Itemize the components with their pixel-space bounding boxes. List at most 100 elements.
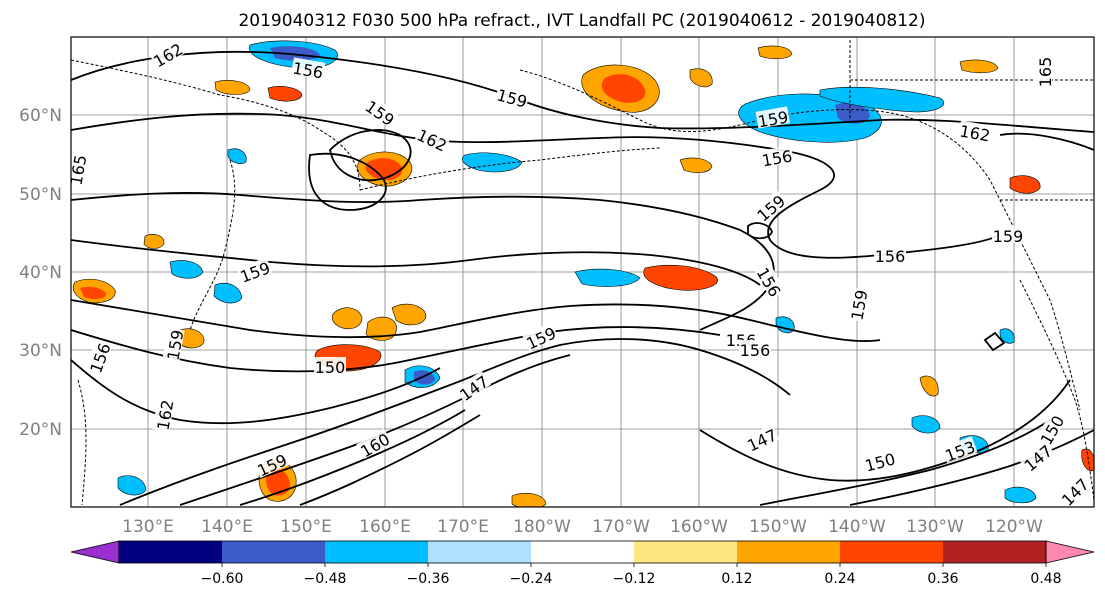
cool-anomaly xyxy=(1004,486,1037,504)
contour-label-backing xyxy=(494,84,531,109)
contour-label-backing xyxy=(874,246,906,263)
colorbar-box xyxy=(428,541,532,563)
contour-label-text: 156 xyxy=(740,341,771,360)
colorbar-tick-label: −0.48 xyxy=(304,571,347,587)
longitude-tick-label: 170°E xyxy=(437,517,489,537)
colorbar-tick-label: 0.12 xyxy=(721,571,752,587)
contour-label-backing xyxy=(1035,56,1052,88)
contour-label-backing xyxy=(314,357,346,374)
contour-label-backing xyxy=(755,106,790,129)
colorbar-boxes xyxy=(70,540,1095,564)
warm-anomaly xyxy=(331,307,363,330)
contour-label-backing xyxy=(754,263,786,300)
contour-label-backing xyxy=(861,448,898,473)
contour-label-backing xyxy=(752,190,788,224)
contour-label-backing xyxy=(739,340,771,357)
warm-anomaly xyxy=(80,286,106,299)
contour-label-text: 159 xyxy=(993,227,1024,246)
warm-anomaly xyxy=(1009,175,1041,194)
colorbar-tick-label: −0.60 xyxy=(201,571,244,587)
contour-label-backing xyxy=(162,327,185,362)
latitude-tick-label: 20°N xyxy=(19,420,62,440)
cool-anomaly xyxy=(574,268,641,287)
contour-label-backing xyxy=(152,397,175,432)
warm-anomaly xyxy=(757,45,793,60)
contour-label-backing xyxy=(85,339,113,376)
warm-anomaly xyxy=(267,86,303,102)
contour-label-backing xyxy=(958,120,993,143)
contour-label-backing xyxy=(1056,473,1092,509)
latitude-axis: 60°N 50°N 40°N 30°N 20°N xyxy=(19,106,62,440)
longitude-axis: 130°E 140°E 150°E 160°E 170°E 180°W 170°W 160°W… xyxy=(122,517,1043,537)
longitude-tick-label: 160°W xyxy=(670,517,728,537)
warm-anomaly xyxy=(1081,448,1094,472)
contour-label: 162 xyxy=(958,120,993,146)
contour-label-backing xyxy=(291,57,326,80)
warm-anomaly xyxy=(365,316,397,341)
warm-anomaly xyxy=(959,59,999,74)
colorbar-tick-label: −0.36 xyxy=(407,571,450,587)
contour-label: 165 xyxy=(1035,56,1055,88)
warm-anomaly xyxy=(177,328,205,349)
contour-label-backing xyxy=(455,370,492,403)
colorbar: −0.60 −0.48 −0.36 −0.24 −0.12 0.12 0.24 0.36 0.4… xyxy=(70,540,1095,587)
longitude-tick-label: 180°W xyxy=(513,517,571,537)
contour-label-backing xyxy=(743,424,780,454)
warm-anomaly xyxy=(143,234,165,249)
colorbar-ticks: −0.60 −0.48 −0.36 −0.24 −0.12 0.12 0.24 0.36 0.4… xyxy=(201,563,1062,587)
contour-label-text: 156 xyxy=(875,247,906,266)
map-frame xyxy=(70,36,1095,508)
contour-label: 159 xyxy=(755,106,790,132)
warm-anomaly xyxy=(214,80,251,95)
contour-label-text: 165 xyxy=(1036,57,1055,88)
contour-label-backing xyxy=(253,449,290,479)
colorbar-box xyxy=(222,541,326,563)
contour-label-backing xyxy=(356,428,393,460)
cool-anomaly xyxy=(270,46,320,61)
contour-label-backing xyxy=(759,145,794,168)
colorbar-box xyxy=(943,541,1047,563)
longitude-tick-label: 130°E xyxy=(122,517,174,537)
colorbar-box xyxy=(634,541,738,563)
contour-label: 159 xyxy=(494,84,531,112)
contour-label-backing xyxy=(941,436,978,464)
colorbar-box xyxy=(119,541,223,563)
contour-label-backing xyxy=(992,226,1024,243)
contour-label-backing xyxy=(236,257,273,285)
longitude-tick-label: 150°W xyxy=(749,517,807,537)
colorbar-extend-low xyxy=(70,540,120,564)
cool-anomaly xyxy=(819,86,945,113)
contour-label: 156 xyxy=(291,57,326,83)
contour-label: 156 xyxy=(874,246,906,266)
colorbar-tick-label: 0.36 xyxy=(927,571,958,587)
geopotential-contours xyxy=(71,50,1094,506)
contour-label-backing xyxy=(846,287,869,322)
contour-label-backing xyxy=(149,38,186,70)
contour-label-text: 150 xyxy=(315,358,346,377)
longitude-tick-label: 150°E xyxy=(280,517,332,537)
warm-anomaly xyxy=(919,375,939,397)
warm-anomaly xyxy=(679,157,713,173)
contour-label: 159 xyxy=(162,327,188,362)
contour-label-backing xyxy=(1035,411,1067,448)
colorbar-tick-label: −0.24 xyxy=(510,571,553,587)
cool-anomaly xyxy=(227,148,247,164)
warm-anomaly xyxy=(266,468,290,496)
contour-label-backing xyxy=(1019,440,1055,474)
longitude-tick-label: 130°W xyxy=(906,517,964,537)
latitude-tick-label: 40°N xyxy=(19,263,62,283)
cool-anomaly xyxy=(911,415,941,434)
cool-anomaly xyxy=(999,328,1015,344)
longitude-tick-label: 170°W xyxy=(592,517,650,537)
warm-anomaly xyxy=(689,68,713,88)
colorbar-box xyxy=(737,541,841,563)
colorbar-tick-label: −0.12 xyxy=(613,571,656,587)
latitude-tick-label: 50°N xyxy=(19,185,62,205)
contour-label: 159 xyxy=(992,226,1024,246)
longitude-tick-label: 120°W xyxy=(985,517,1043,537)
contour-label-backing xyxy=(414,124,451,154)
longitude-tick-label: 140°W xyxy=(828,517,886,537)
warm-anomaly xyxy=(391,303,427,326)
longitude-tick-label: 140°E xyxy=(201,517,253,537)
